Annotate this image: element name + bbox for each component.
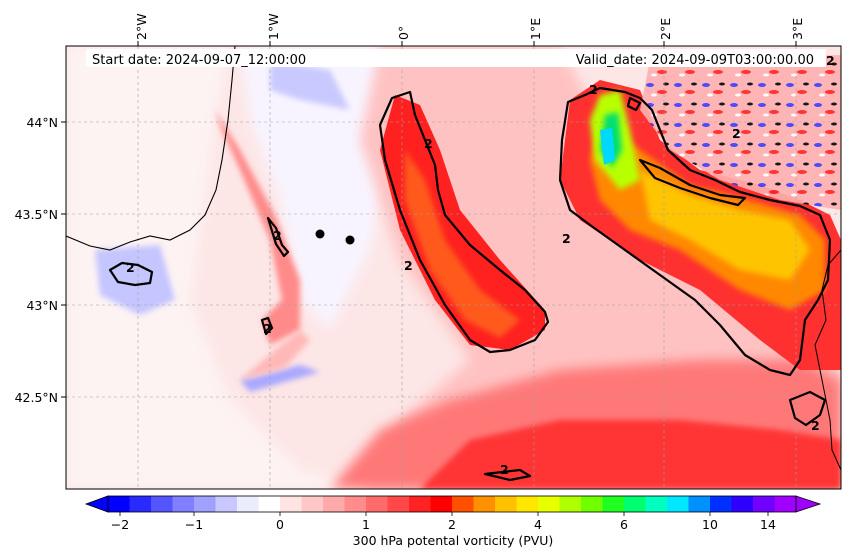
- colorbar-tick-label: −2: [111, 517, 129, 532]
- longitude-label: 3°E: [790, 18, 805, 40]
- contour-label: 2: [589, 82, 598, 97]
- colorbar-cell: [387, 496, 410, 512]
- colorbar-tick-label: 2: [448, 517, 456, 532]
- colorbar-cell: [215, 496, 238, 512]
- colorbar-cell: [108, 496, 130, 512]
- longitude-label: 2°E: [658, 18, 673, 40]
- latitude-label: 43.5°N: [15, 207, 58, 222]
- map-panel: 2 2 2 2 2 2 2 2 2 2 2 Start date: 2024-0…: [66, 46, 841, 489]
- colorbar-cell: [538, 496, 560, 512]
- contour-labels: 2 2 2 2 2 2 2 2 2 2 2: [126, 53, 835, 477]
- colorbar-cell: [409, 496, 431, 512]
- contour-label: 2: [424, 136, 433, 151]
- colorbar-tick-label: 14: [760, 517, 776, 532]
- colorbar-tick-label: 4: [534, 517, 542, 532]
- colorbar-label: 300 hPa potental vorticity (PVU): [353, 533, 554, 548]
- longitude-label: 1°W: [266, 13, 281, 40]
- contour-label: 2: [404, 258, 413, 273]
- colorbar-cell: [473, 496, 496, 512]
- colorbar-cell: [323, 496, 345, 512]
- longitude-label: 1°E: [528, 18, 543, 40]
- colorbar-tick-label: −1: [185, 517, 203, 532]
- colorbar-cell: [688, 496, 711, 512]
- colorbar-cell: [495, 496, 517, 512]
- colorbar-cell: [667, 496, 689, 512]
- contour-label: 2: [500, 462, 509, 477]
- latitude-label: 43°N: [26, 298, 58, 313]
- colorbar-cell: [301, 496, 324, 512]
- colorbar-cell: [366, 496, 388, 512]
- contour-label: 2: [562, 231, 571, 246]
- colorbar: −2 −1 0 1 2 4 6 10 14 300 hPa potental vorticity…: [84, 495, 822, 548]
- colorbar-tick-label: 6: [620, 517, 628, 532]
- colorbar-tick-label: 0: [276, 517, 284, 532]
- colorbar-cell: [645, 496, 668, 512]
- header-strip: [86, 49, 826, 67]
- longitude-label: 2°W: [134, 13, 149, 40]
- colorbar-cell: [129, 496, 152, 512]
- longitude-axis: 2°W 1°W 0° 1°E 2°E 3°E: [134, 13, 805, 46]
- colorbar-cell: [602, 496, 625, 512]
- latitude-label: 42.5°N: [15, 390, 58, 405]
- location-marker: [315, 229, 325, 239]
- pv-2-contours: [108, 86, 832, 482]
- colorbar-cell: [581, 496, 603, 512]
- colorbar-cell: [258, 496, 281, 512]
- contour-label: 2: [811, 418, 820, 433]
- colorbar-left-extension: [84, 495, 109, 513]
- latitude-axis: 44°N 43.5°N 43°N 42.5°N: [15, 115, 66, 405]
- colorbar-cell: [774, 496, 797, 512]
- latitude-label: 44°N: [26, 115, 58, 130]
- colorbar-cell: [452, 496, 474, 512]
- colorbar-ticks: −2 −1 0 1 2 4 6 10 14: [111, 512, 776, 532]
- colorbar-cell: [516, 496, 539, 512]
- colorbar-cell: [194, 496, 216, 512]
- colorbar-tick-label: 10: [702, 517, 718, 532]
- colorbar-cell: [710, 496, 732, 512]
- colorbar-right-extension: [795, 495, 822, 513]
- contour-label: 2: [732, 126, 741, 141]
- colorbar-cell: [344, 496, 367, 512]
- contour-label: 2: [273, 228, 282, 243]
- contour-label: 2: [126, 260, 135, 275]
- start-date-text: Start date: 2024-09-07_12:00:00: [92, 53, 306, 68]
- colorbar-cell: [559, 496, 582, 512]
- coastline-east: [814, 249, 841, 471]
- colorbar-cell: [624, 496, 646, 512]
- colorbar-cell: [237, 496, 259, 512]
- colorbar-cell: [731, 496, 754, 512]
- colorbar-cell: [151, 496, 173, 512]
- location-marker: [345, 235, 355, 245]
- colorbar-tick-label: 1: [362, 517, 370, 532]
- graticule: [66, 46, 841, 489]
- longitude-label: 0°: [396, 26, 411, 40]
- contour-label: 2: [826, 53, 835, 68]
- colorbar-cell: [280, 496, 302, 512]
- colorbar-cell: [430, 496, 453, 512]
- colorbar-cells: [108, 496, 797, 512]
- valid-date-text: Valid_date: 2024-09-09T03:00:00.00: [576, 53, 814, 68]
- colorbar-cell: [753, 496, 775, 512]
- contour-label: 2: [263, 321, 272, 336]
- map-frame: [65, 45, 842, 490]
- colorbar-cell: [172, 496, 195, 512]
- coastline: [66, 46, 236, 251]
